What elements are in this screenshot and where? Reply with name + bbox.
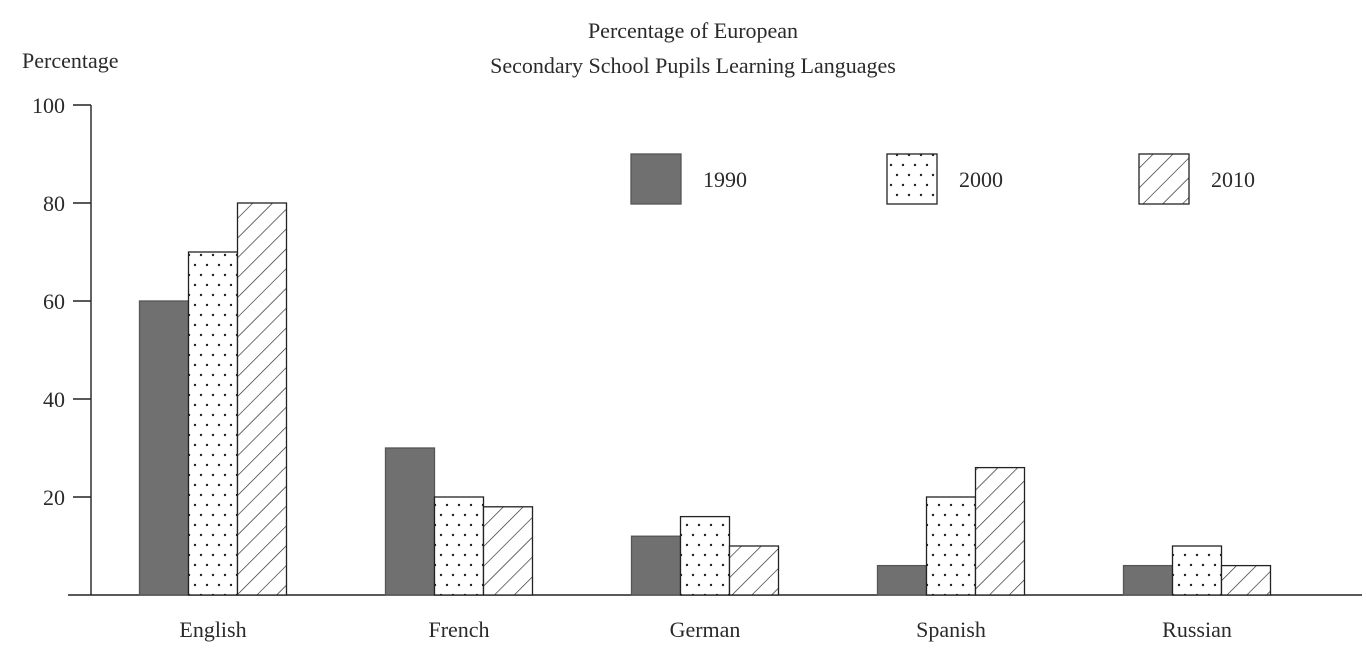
y-tick-label: 80 bbox=[43, 191, 65, 216]
bar-german-2000 bbox=[679, 515, 731, 596]
legend-swatch-2000 bbox=[886, 153, 938, 205]
bar-german-1990 bbox=[630, 535, 682, 596]
legend-swatch-1990 bbox=[630, 153, 682, 205]
bar-english-2010 bbox=[236, 202, 288, 596]
bar-spanish-2010 bbox=[974, 466, 1026, 596]
x-tick-label: French bbox=[428, 617, 489, 642]
legend: 1990 2000 2010 bbox=[630, 153, 1255, 205]
bar-russian-1990 bbox=[1122, 564, 1174, 596]
chart-title-line-2: Secondary School Pupils Learning Languag… bbox=[490, 53, 896, 78]
bar-russian-2010 bbox=[1220, 564, 1272, 596]
bar-french-1990 bbox=[384, 447, 436, 596]
bar-english-2000 bbox=[187, 251, 239, 596]
y-axis-label: Percentage bbox=[22, 48, 119, 73]
legend-swatch-2010 bbox=[1138, 153, 1190, 205]
bar-spanish-2000 bbox=[925, 496, 977, 596]
bar-english-1990 bbox=[138, 300, 190, 596]
y-tick-label: 20 bbox=[43, 485, 65, 510]
x-tick-label: Russian bbox=[1162, 617, 1232, 642]
legend-label-2010: 2010 bbox=[1211, 167, 1255, 192]
bar-russian-2000 bbox=[1171, 545, 1223, 596]
bar-french-2010 bbox=[482, 506, 534, 596]
y-tick-label: 60 bbox=[43, 289, 65, 314]
y-tick-label: 40 bbox=[43, 387, 65, 412]
x-tick-label: Spanish bbox=[916, 617, 986, 642]
bars: English French German Spanish Russian bbox=[138, 202, 1272, 642]
x-tick-label: English bbox=[179, 617, 246, 642]
legend-label-1990: 1990 bbox=[703, 167, 747, 192]
bar-spanish-1990 bbox=[876, 564, 928, 596]
chart-title: Percentage of European Secondary School … bbox=[490, 18, 896, 78]
bar-german-2010 bbox=[728, 545, 780, 596]
x-tick-label: German bbox=[670, 617, 741, 642]
bar-french-2000 bbox=[433, 496, 485, 596]
legend-label-2000: 2000 bbox=[959, 167, 1003, 192]
y-tick-label: 100 bbox=[32, 93, 65, 118]
chart-title-line-1: Percentage of European bbox=[588, 18, 798, 43]
